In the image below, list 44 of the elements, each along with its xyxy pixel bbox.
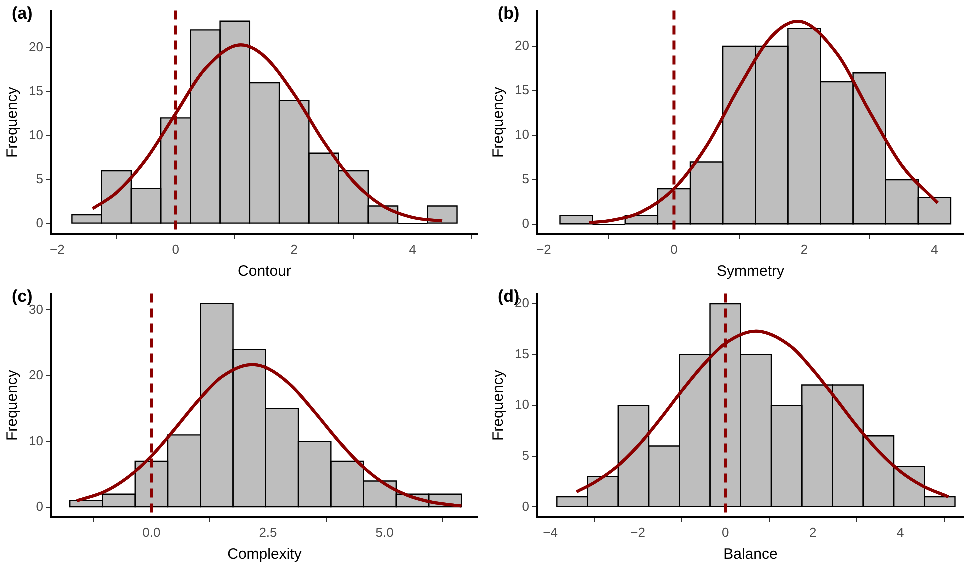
y-tick-label: 20	[28, 368, 44, 383]
y-tick-label: 15	[514, 82, 530, 98]
y-axis-title: Frequency	[4, 86, 22, 158]
y-tick-label: 0	[522, 216, 530, 232]
x-axis-title: Contour	[238, 263, 292, 280]
chart-title: (c)	[12, 287, 33, 306]
x-tick-label: −4	[543, 524, 558, 540]
y-tick-label: 10	[514, 397, 530, 412]
y-axis-title: Frequency	[4, 370, 22, 442]
y-tick-label: 5	[36, 171, 44, 186]
x-tick-label: −2	[50, 242, 65, 257]
y-tick-label: 5	[522, 448, 530, 463]
x-tick-label: 2	[290, 242, 298, 257]
y-tick-label: 20	[514, 38, 530, 54]
y-tick-label: 10	[28, 433, 44, 448]
x-tick-label: 2	[800, 242, 808, 257]
x-tick-label: 4	[409, 242, 416, 257]
x-tick-label: −2	[630, 524, 646, 540]
y-tick-label: 0	[522, 498, 530, 514]
x-tick-label: 0	[172, 242, 180, 257]
x-tick-label: 0.0	[142, 524, 161, 540]
x-tick-label: 4	[896, 524, 904, 540]
y-tick-label: 0	[36, 499, 44, 514]
x-axis-title: Balance	[724, 546, 778, 564]
y-tick-label: 0	[36, 215, 44, 230]
x-tick-label: 5.0	[376, 524, 394, 540]
y-tick-label: 5	[522, 172, 530, 187]
x-tick-label: 2.5	[259, 524, 278, 540]
x-tick-label: 0	[722, 524, 730, 540]
y-tick-label: 20	[28, 39, 44, 54]
y-tick-label: 10	[514, 127, 530, 142]
x-tick-label: −2	[536, 242, 552, 257]
x-axis-title: Symmetry	[716, 263, 785, 280]
y-tick-label: 15	[28, 83, 44, 98]
x-axis-title: Complexity	[228, 546, 302, 564]
x-tick-label: 0	[670, 242, 678, 257]
x-tick-label: 4	[931, 242, 938, 257]
chart-title: (b)	[498, 4, 520, 24]
y-tick-label: 10	[28, 127, 44, 142]
y-axis-title: Frequency	[490, 370, 508, 442]
y-tick-label: 15	[514, 346, 530, 362]
y-axis-title: Frequency	[490, 86, 508, 158]
chart-title: (a)	[12, 4, 33, 24]
x-tick-label: 2	[809, 524, 817, 540]
